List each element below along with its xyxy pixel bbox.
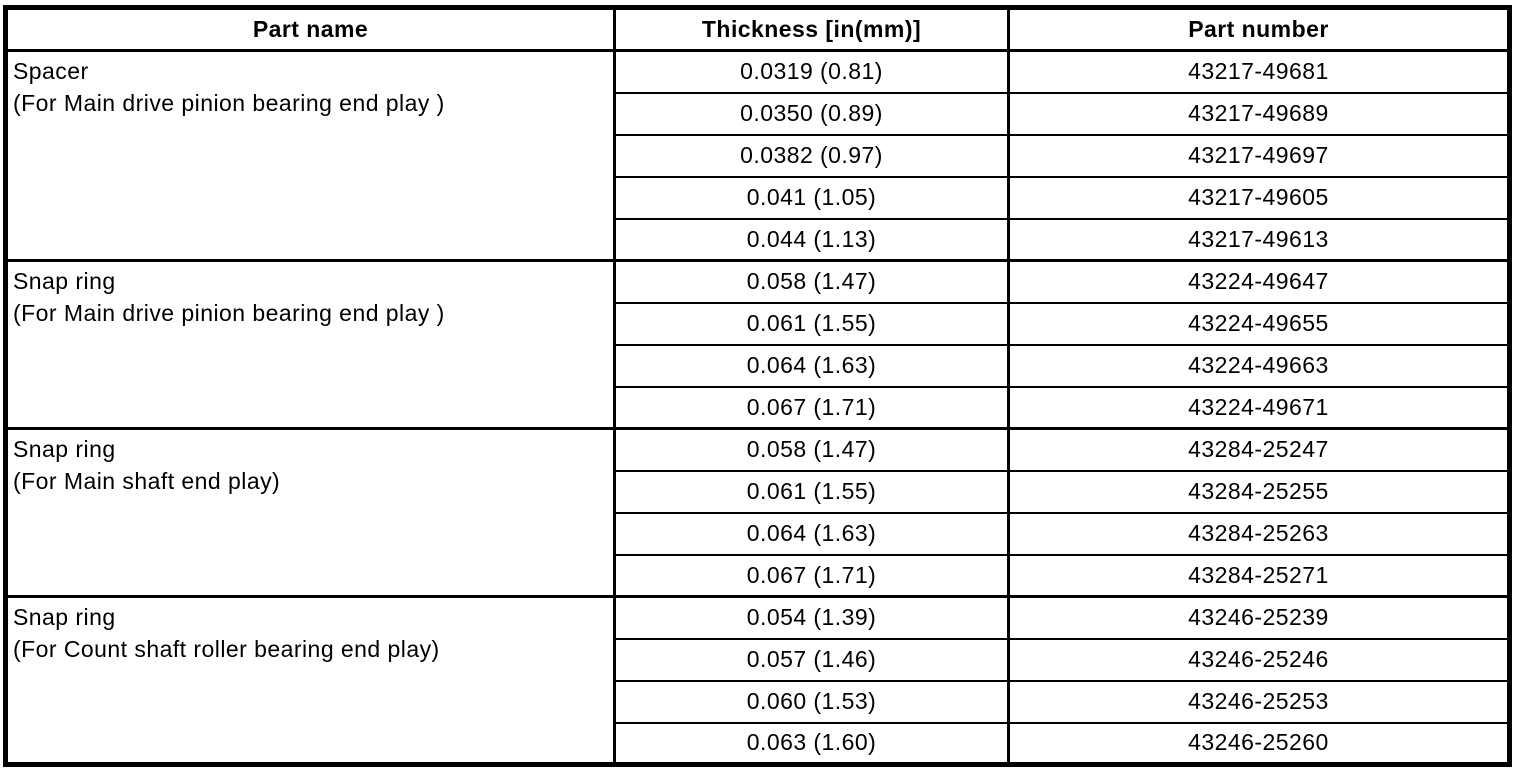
part-number-cell: 43246-25253: [1007, 679, 1511, 724]
part-number-cell: 43217-49613: [1007, 217, 1511, 262]
part-number-cell: 43224-49647: [1007, 259, 1511, 304]
thickness-cell: 0.063 (1.60): [613, 721, 1010, 766]
thickness-cell: 0.044 (1.13): [613, 217, 1010, 262]
table-row: 0.061 (1.55) 43284-25255: [6, 469, 1511, 514]
table-row: Snap ring (For Main shaft end play) 0.058 …: [4, 427, 1511, 598]
part-name: Snap ring: [13, 436, 116, 462]
thickness-cell: 0.060 (1.53): [613, 679, 1010, 724]
thickness-cell: 0.061 (1.55): [613, 469, 1010, 514]
column-header-thickness: Thickness [in(mm)]: [613, 6, 1010, 52]
table-row: Snap ring (For Main drive pinion bearing …: [4, 259, 1511, 430]
part-name-note: (For Count shaft roller bearing end play…: [13, 635, 440, 662]
part-name-cell: Snap ring (For Count shaft roller bearing…: [4, 595, 616, 766]
table-row: 0.0350 (0.89) 43217-49689: [6, 91, 1511, 136]
part-name-note: (For Main shaft end play): [13, 467, 281, 494]
thickness-cell: 0.054 (1.39): [613, 595, 1010, 640]
column-header-part-number: Part number: [1007, 6, 1511, 52]
part-number-cell: 43284-25255: [1007, 469, 1511, 514]
part-number-cell: 43284-25263: [1007, 511, 1511, 556]
thickness-cell: 0.0319 (0.81): [613, 49, 1010, 94]
table-row: 0.0382 (0.97) 43217-49697: [6, 133, 1511, 178]
parts-table: Part name Thickness [in(mm)] Part number…: [3, 5, 1512, 767]
part-number-cell: 43224-49663: [1007, 343, 1511, 388]
part-name: Snap ring: [13, 268, 116, 294]
thickness-cell: 0.058 (1.47): [613, 259, 1010, 304]
thickness-cell: 0.058 (1.47): [613, 427, 1010, 472]
part-number-cell: 43246-25239: [1007, 595, 1511, 640]
thickness-cell: 0.067 (1.71): [613, 385, 1010, 430]
table-header: Part name Thickness [in(mm)] Part number: [4, 6, 1511, 52]
part-name-note: (For Main drive pinion bearing end play …: [13, 299, 445, 326]
table-row: 0.041 (1.05) 43217-49605: [6, 175, 1511, 220]
thickness-cell: 0.067 (1.71): [613, 553, 1010, 598]
thickness-cell: 0.0350 (0.89): [613, 91, 1010, 136]
part-name-cell: Snap ring (For Main shaft end play): [4, 427, 616, 598]
part-number-cell: 43217-49681: [1007, 49, 1511, 94]
part-number-cell: 43217-49689: [1007, 91, 1511, 136]
table-row: 0.063 (1.60) 43246-25260: [6, 721, 1511, 766]
table-row: 0.044 (1.13) 43217-49613: [6, 217, 1511, 262]
part-name: Snap ring: [13, 604, 116, 630]
part-name-cell: Spacer (For Main drive pinion bearing end…: [4, 49, 616, 262]
table-row: 0.064 (1.63) 43224-49663: [6, 343, 1511, 388]
thickness-cell: 0.0382 (0.97): [613, 133, 1010, 178]
part-number-cell: 43246-25260: [1007, 721, 1511, 766]
header-row: Part name Thickness [in(mm)] Part number: [4, 6, 1511, 52]
part-number-cell: 43224-49655: [1007, 301, 1511, 346]
column-header-part-name: Part name: [4, 6, 616, 52]
table-row: 0.057 (1.46) 43246-25246: [6, 637, 1511, 682]
part-name-cell: Snap ring (For Main drive pinion bearing …: [4, 259, 616, 430]
part-number-cell: 43217-49605: [1007, 175, 1511, 220]
thickness-cell: 0.064 (1.63): [613, 343, 1010, 388]
part-number-cell: 43284-25271: [1007, 553, 1511, 598]
part-number-cell: 43246-25246: [1007, 637, 1511, 682]
thickness-cell: 0.041 (1.05): [613, 175, 1010, 220]
part-number-cell: 43224-49671: [1007, 385, 1511, 430]
part-number-cell: 43217-49697: [1007, 133, 1511, 178]
thickness-cell: 0.057 (1.46): [613, 637, 1010, 682]
table-row: Spacer (For Main drive pinion bearing end…: [4, 49, 1511, 262]
table-row: 0.064 (1.63) 43284-25263: [6, 511, 1511, 556]
table-row: 0.061 (1.55) 43224-49655: [6, 301, 1511, 346]
table-row: 0.067 (1.71) 43284-25271: [6, 553, 1511, 598]
table-row: 0.060 (1.53) 43246-25253: [6, 679, 1511, 724]
part-name-note: (For Main drive pinion bearing end play …: [13, 89, 445, 116]
table-body: Spacer (For Main drive pinion bearing end…: [4, 49, 1511, 766]
thickness-cell: 0.064 (1.63): [613, 511, 1010, 556]
table-row: 0.067 (1.71) 43224-49671: [6, 385, 1511, 430]
part-number-cell: 43284-25247: [1007, 427, 1511, 472]
thickness-cell: 0.061 (1.55): [613, 301, 1010, 346]
table-row: Snap ring (For Count shaft roller bearing…: [4, 595, 1511, 766]
part-name: Spacer: [13, 58, 89, 84]
